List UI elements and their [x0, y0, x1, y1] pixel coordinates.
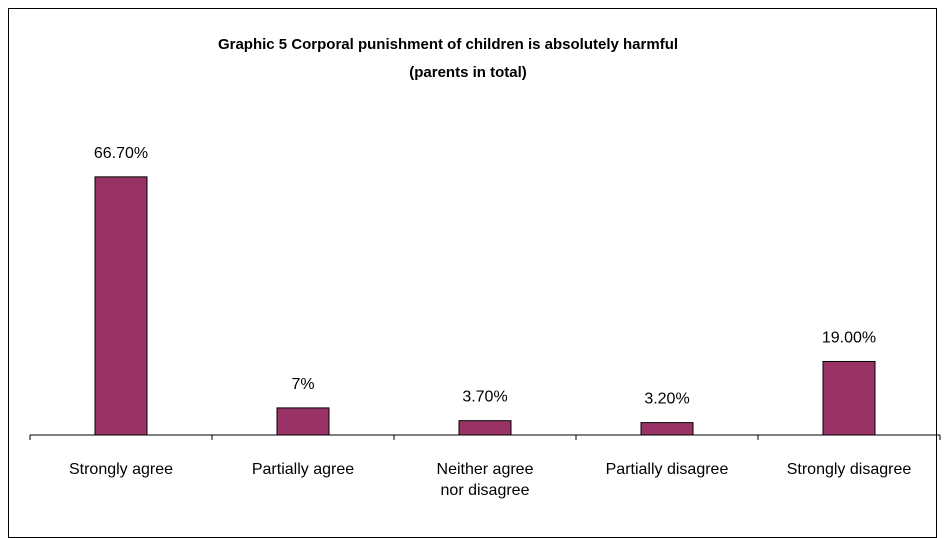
category-label: Partially disagree [606, 461, 729, 478]
bar [640, 422, 694, 436]
category-label: Neither agree [437, 461, 534, 478]
data-labels: 66.70% 7% 3.70% 3.20% 19.00% [94, 145, 876, 408]
category-labels: Strongly agree Partially agree Neither agr… [69, 461, 911, 499]
bars [94, 176, 876, 436]
category-label: nor disagree [441, 482, 530, 499]
data-label: 3.20% [644, 391, 689, 408]
bar [458, 420, 512, 436]
x-axis-ticks [29, 435, 941, 440]
category-label: Strongly agree [69, 461, 173, 478]
chart-title-line: Graphic 5 Corporal punishment of childre… [218, 36, 678, 53]
data-label: 7% [291, 376, 314, 393]
data-label: 66.70% [94, 145, 148, 162]
bar [276, 407, 330, 436]
data-label: 3.70% [462, 389, 507, 406]
bar [94, 176, 148, 436]
category-label: Partially agree [252, 461, 354, 478]
chart-title: Graphic 5 Corporal punishment of childre… [218, 36, 678, 81]
bar [822, 360, 876, 436]
category-label: Strongly disagree [787, 461, 912, 478]
chart-frame [8, 8, 937, 538]
data-label: 19.00% [822, 329, 876, 346]
chart-title-line: (parents in total) [409, 64, 527, 81]
